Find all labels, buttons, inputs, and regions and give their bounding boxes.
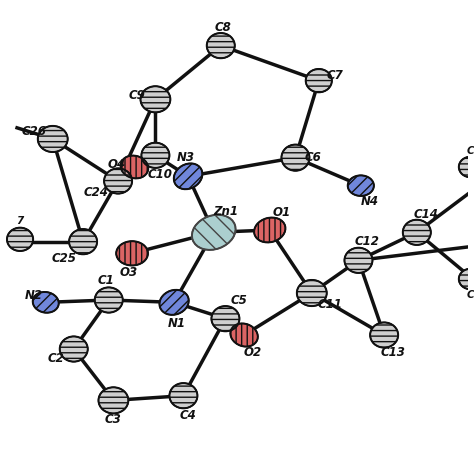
Ellipse shape: [38, 126, 68, 152]
Ellipse shape: [459, 269, 474, 289]
Ellipse shape: [192, 215, 236, 250]
Ellipse shape: [211, 306, 239, 331]
Text: C26: C26: [22, 126, 46, 138]
Ellipse shape: [306, 69, 332, 92]
Text: C4: C4: [180, 409, 196, 422]
Text: O2: O2: [244, 346, 262, 359]
Ellipse shape: [7, 228, 33, 251]
Ellipse shape: [345, 248, 373, 273]
Ellipse shape: [140, 86, 170, 112]
Ellipse shape: [207, 33, 235, 58]
Ellipse shape: [169, 383, 198, 408]
Ellipse shape: [116, 241, 148, 265]
Ellipse shape: [348, 175, 374, 196]
Ellipse shape: [403, 220, 431, 245]
Ellipse shape: [69, 229, 97, 254]
Text: O4: O4: [108, 158, 126, 171]
Text: C: C: [467, 146, 474, 155]
Ellipse shape: [403, 220, 431, 245]
Text: N3: N3: [177, 151, 195, 164]
Ellipse shape: [459, 157, 474, 177]
Ellipse shape: [459, 157, 474, 177]
Ellipse shape: [60, 337, 88, 362]
Ellipse shape: [7, 228, 33, 251]
Ellipse shape: [120, 155, 148, 178]
Ellipse shape: [95, 287, 123, 313]
Ellipse shape: [230, 323, 258, 346]
Ellipse shape: [282, 145, 310, 171]
Ellipse shape: [348, 175, 374, 196]
Ellipse shape: [370, 322, 398, 347]
Ellipse shape: [33, 292, 59, 313]
Text: C14: C14: [414, 208, 438, 221]
Ellipse shape: [104, 168, 132, 193]
Ellipse shape: [192, 215, 236, 250]
Ellipse shape: [120, 155, 148, 178]
Ellipse shape: [211, 306, 239, 331]
Text: N4: N4: [361, 195, 379, 209]
Text: C12: C12: [355, 235, 379, 248]
Text: N2: N2: [25, 289, 43, 302]
Ellipse shape: [60, 337, 88, 362]
Ellipse shape: [306, 69, 332, 92]
Ellipse shape: [297, 280, 327, 306]
Text: C25: C25: [52, 252, 77, 264]
Text: C1: C1: [98, 274, 115, 287]
Text: C7: C7: [327, 70, 344, 82]
Ellipse shape: [104, 168, 132, 193]
Ellipse shape: [459, 269, 474, 289]
Ellipse shape: [297, 280, 327, 306]
Text: C10: C10: [148, 168, 173, 182]
Ellipse shape: [38, 126, 68, 152]
Ellipse shape: [95, 287, 123, 313]
Ellipse shape: [370, 322, 398, 347]
Text: O1: O1: [273, 206, 291, 219]
Text: C24: C24: [83, 186, 108, 199]
Ellipse shape: [159, 290, 189, 315]
Ellipse shape: [99, 387, 128, 413]
Ellipse shape: [254, 218, 285, 242]
Ellipse shape: [116, 241, 148, 265]
Ellipse shape: [174, 164, 202, 189]
Ellipse shape: [282, 145, 310, 171]
Text: 7: 7: [17, 216, 24, 226]
Ellipse shape: [174, 164, 202, 189]
Ellipse shape: [141, 143, 169, 168]
Ellipse shape: [159, 290, 189, 315]
Text: C2: C2: [47, 352, 64, 365]
Ellipse shape: [69, 229, 97, 254]
Ellipse shape: [254, 218, 285, 242]
Ellipse shape: [140, 86, 170, 112]
Ellipse shape: [345, 248, 373, 273]
Text: C11: C11: [317, 298, 342, 311]
Ellipse shape: [207, 33, 235, 58]
Text: C13: C13: [381, 346, 406, 359]
Text: C: C: [467, 291, 474, 301]
Text: Zn1: Zn1: [213, 205, 238, 218]
Text: C5: C5: [230, 294, 247, 308]
Text: C9: C9: [128, 89, 145, 102]
Ellipse shape: [141, 143, 169, 168]
Ellipse shape: [230, 323, 258, 346]
Text: C3: C3: [105, 413, 122, 427]
Text: O3: O3: [119, 266, 137, 280]
Ellipse shape: [33, 292, 59, 313]
Text: N1: N1: [167, 317, 185, 330]
Text: C8: C8: [215, 21, 231, 35]
Text: C6: C6: [305, 151, 321, 164]
Ellipse shape: [169, 383, 198, 408]
Ellipse shape: [99, 387, 128, 413]
